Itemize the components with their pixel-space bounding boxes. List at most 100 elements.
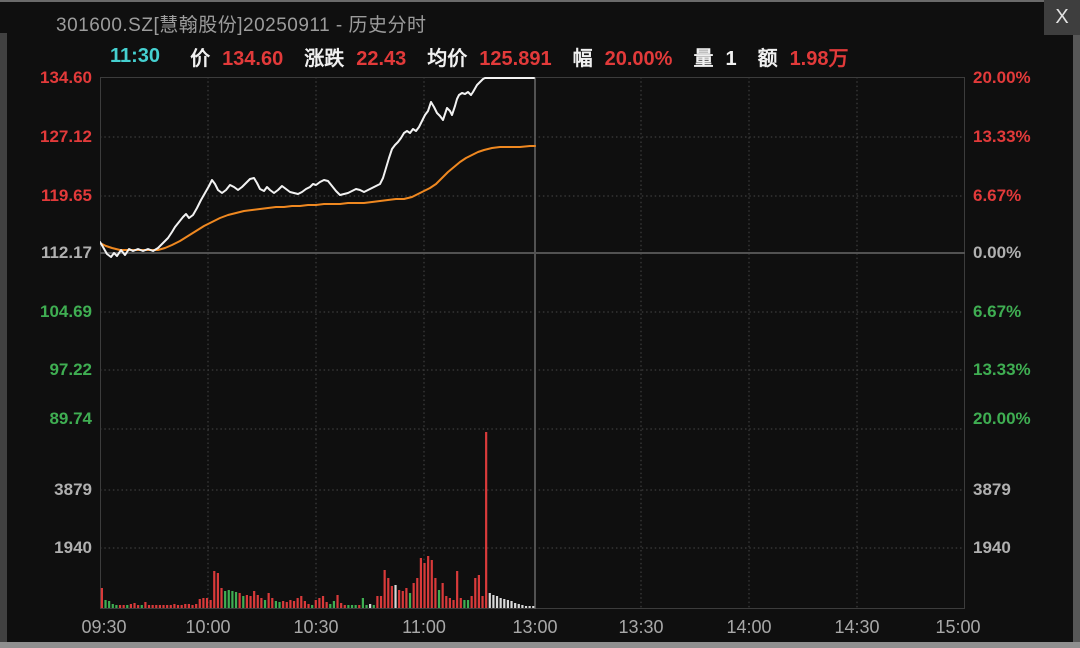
volume-bar xyxy=(401,591,404,608)
chart-plot-area[interactable] xyxy=(100,77,966,610)
volume-bar xyxy=(514,603,517,608)
volume-bar xyxy=(492,595,495,608)
volume-bar xyxy=(100,588,103,608)
volume-bar xyxy=(256,595,259,608)
volume-bar xyxy=(466,600,470,608)
x-axis-label: 13:00 xyxy=(512,617,558,637)
y-axis-label-right: 1940 xyxy=(973,538,1011,557)
volume-bar xyxy=(111,604,114,608)
info-field: 价 134.60 xyxy=(190,48,283,70)
volume-bar xyxy=(481,596,484,608)
y-axis-label-left: 104.69 xyxy=(40,302,92,321)
volume-bar xyxy=(434,578,437,608)
volume-bar xyxy=(166,605,169,608)
volume-bar xyxy=(412,583,415,608)
y-axis-label-right: 13.33% xyxy=(973,127,1031,146)
volume-bar xyxy=(477,575,480,608)
info-field-label: 均价 xyxy=(427,47,468,70)
volume-bar xyxy=(408,593,412,608)
info-field: 幅 20.00% xyxy=(573,48,673,70)
y-axis-label-left: 112.17 xyxy=(40,243,92,262)
info-field-label: 量 xyxy=(693,47,714,70)
volume-bar xyxy=(198,599,201,608)
volume-bar xyxy=(205,598,209,608)
info-field-label: 涨跌 xyxy=(304,47,345,70)
info-field-value: 20.00% xyxy=(604,47,673,70)
info-field: 额 1.98万 xyxy=(758,48,849,70)
volume-bar xyxy=(474,578,477,608)
volume-bar xyxy=(416,578,419,608)
volume-bar xyxy=(452,600,455,608)
volume-bar xyxy=(405,588,408,608)
y-axis-label-right: 20.00% xyxy=(973,409,1031,428)
volume-bar xyxy=(437,590,441,608)
volume-bar xyxy=(445,596,448,608)
volume-bar xyxy=(108,601,111,608)
volume-bar xyxy=(133,603,136,608)
x-axis-label: 10:30 xyxy=(293,617,339,637)
volume-bar xyxy=(151,605,154,608)
volume-bar xyxy=(260,598,263,608)
volume-bar xyxy=(169,605,172,608)
volume-bar xyxy=(448,598,451,608)
volume-bar xyxy=(354,605,357,608)
volume-bar xyxy=(383,570,386,608)
volume-bar xyxy=(187,604,190,608)
info-fields: 价 134.60 涨跌 22.43 均价 125.891 幅 20.00% 量 1 额 1.98万 xyxy=(190,42,869,71)
volume-bar xyxy=(485,432,488,608)
volume-bar xyxy=(430,560,433,608)
volume-bar xyxy=(289,600,292,608)
avg-price-line xyxy=(100,145,536,251)
price-line xyxy=(100,77,535,258)
x-axis-label: 10:00 xyxy=(185,617,231,637)
volume-bar xyxy=(176,605,180,608)
volume-bar xyxy=(503,599,506,608)
y-axis-label-left: 89.74 xyxy=(49,409,92,428)
volume-bar xyxy=(209,600,212,608)
volume-bar xyxy=(441,583,444,608)
volume-bar xyxy=(336,595,339,608)
volume-bar xyxy=(296,598,299,608)
volume-bar xyxy=(129,604,132,608)
volume-bar xyxy=(427,556,430,608)
info-field-label: 幅 xyxy=(572,47,593,70)
volume-bar xyxy=(118,605,122,608)
info-field: 均价 125.891 xyxy=(427,48,551,70)
volume-bar xyxy=(495,596,499,608)
volume-bar xyxy=(394,585,397,608)
y-axis-label-right: 6.67% xyxy=(973,302,1022,321)
volume-bar xyxy=(271,598,274,608)
x-axis-label: 15:00 xyxy=(935,617,981,637)
volume-bar xyxy=(249,596,252,608)
volume-bar xyxy=(126,605,129,608)
x-axis-label: 09:30 xyxy=(81,617,127,637)
window-border-top xyxy=(0,0,1080,2)
y-axis-label-right: 6.67% xyxy=(973,186,1022,205)
volume-bar xyxy=(528,606,531,608)
volume-bar xyxy=(242,596,245,608)
volume-bar xyxy=(227,590,230,608)
y-axis-label-left: 134.60 xyxy=(40,68,92,87)
volume-bar xyxy=(292,601,296,608)
volume-bar xyxy=(524,606,528,608)
volume-bar xyxy=(274,601,277,608)
volume-bar xyxy=(311,605,314,608)
volume-bar xyxy=(307,604,310,608)
volume-bar xyxy=(398,590,401,608)
info-field-value: 134.60 xyxy=(222,47,284,70)
volume-bar xyxy=(325,602,328,608)
volume-bar xyxy=(463,600,466,608)
info-field-label: 价 xyxy=(190,47,211,70)
close-button[interactable]: X xyxy=(1044,0,1080,35)
volume-bar xyxy=(379,596,383,608)
volume-bar xyxy=(140,605,143,608)
x-axis-label: 14:00 xyxy=(726,617,772,637)
volume-bar xyxy=(162,605,165,608)
volume-bar xyxy=(372,605,375,608)
volume-bar xyxy=(350,605,354,608)
volume-bar xyxy=(340,603,343,608)
volume-bar xyxy=(224,591,227,608)
volume-bar xyxy=(532,606,535,608)
